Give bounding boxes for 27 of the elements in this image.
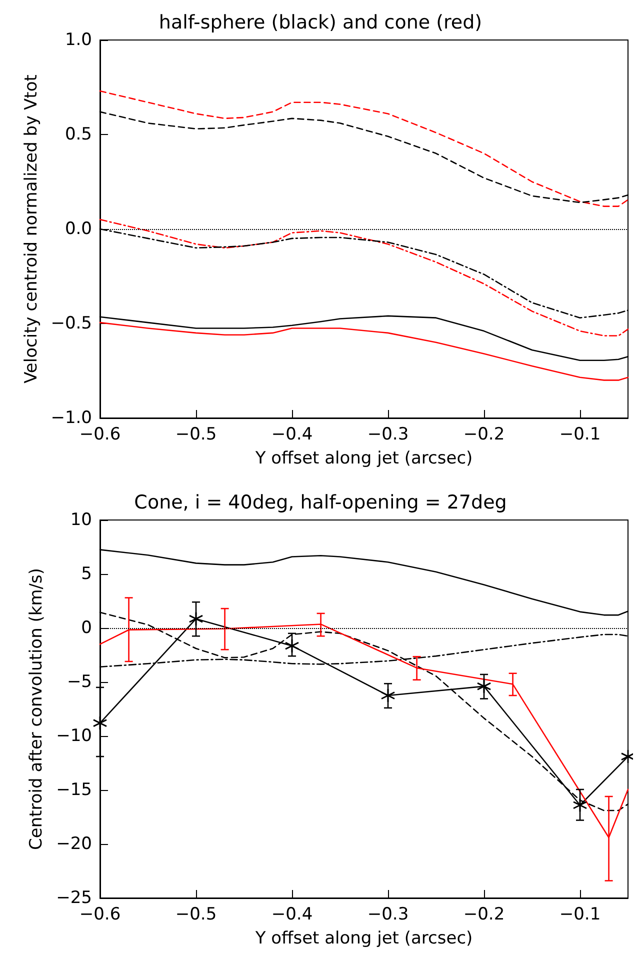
x-tick-label: −0.4	[271, 904, 313, 924]
x-axis-title: Y offset along jet (arcsec)	[254, 448, 473, 468]
y-tick-label: 1.0	[64, 30, 92, 50]
y-axis-title: Centroid after convolution (km/s)	[26, 568, 47, 850]
y-tick-label: 0.5	[64, 124, 92, 144]
chart-title: half-sphere (black) and cone (red)	[158, 12, 482, 34]
y-tick-label: 0	[81, 618, 92, 638]
x-tick-label: −0.1	[559, 424, 601, 444]
x-tick-label: −0.3	[367, 904, 409, 924]
y-axis-title: Velocity centroid normalized by Vtot	[21, 74, 42, 384]
x-tick-label: −0.5	[175, 904, 217, 924]
x-tick-label: −0.1	[559, 904, 601, 924]
y-tick-label: −20	[56, 834, 92, 854]
chart-title: Cone, i = 40deg, half-opening = 27deg	[134, 492, 507, 514]
y-tick-label: −5	[66, 672, 92, 692]
y-tick-label: 5	[81, 564, 92, 584]
y-tick-label: −15	[56, 780, 92, 800]
x-axis-title: Y offset along jet (arcsec)	[254, 928, 473, 948]
x-tick-label: −0.4	[271, 424, 313, 444]
y-tick-label: 10	[70, 510, 92, 530]
x-tick-label: −0.3	[367, 424, 409, 444]
y-tick-label: −10	[56, 726, 92, 746]
y-tick-label: −0.5	[50, 314, 92, 334]
x-tick-label: −0.2	[463, 904, 505, 924]
x-tick-label: −0.5	[175, 424, 217, 444]
y-tick-label: 0.0	[64, 219, 92, 239]
x-tick-label: −0.2	[463, 424, 505, 444]
